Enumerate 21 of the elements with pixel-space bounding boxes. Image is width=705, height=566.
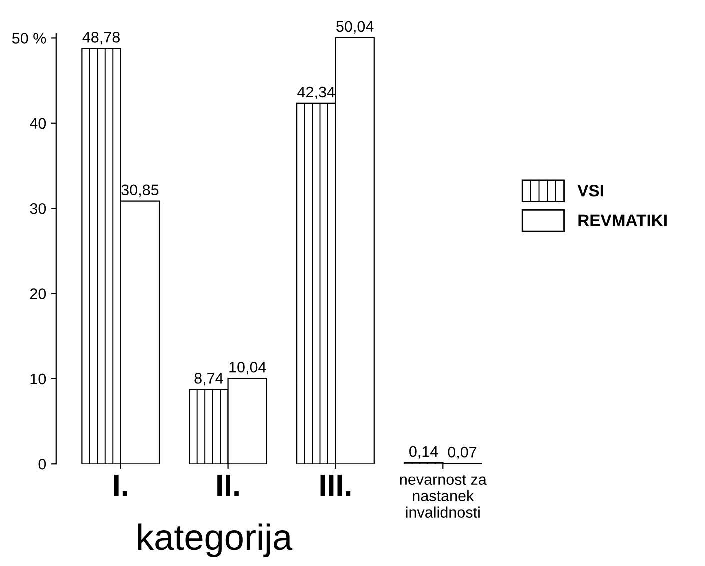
x-tick-label: I. [114,474,128,496]
x-tick-label: III. [320,474,351,496]
y-tick-label: 0 [38,458,46,470]
legend-label: REVMATIKI [578,214,667,226]
y-tick-label: 30 [30,203,46,214]
data-label: 0,14 [410,446,438,459]
data-label: 0,07 [448,446,477,460]
x-tick-label: II. [218,474,239,496]
y-tick-label: 20 [30,288,46,300]
x-tick-label: nevarnost za nastanek invalidnosti [400,475,487,518]
data-label: 10,04 [230,362,266,375]
y-tick-label: 50 % [12,33,46,44]
y-tick-label: 10 [30,374,46,385]
data-label: 8,74 [194,373,224,386]
data-label: 50,04 [336,21,374,34]
x-axis-title: kategorija [138,524,293,558]
legend-label: VSI [578,184,604,197]
data-label: 48,78 [82,32,120,45]
data-label: 30,85 [122,184,159,198]
data-label: 42,34 [298,86,336,100]
y-tick-label: 40 [30,118,46,130]
